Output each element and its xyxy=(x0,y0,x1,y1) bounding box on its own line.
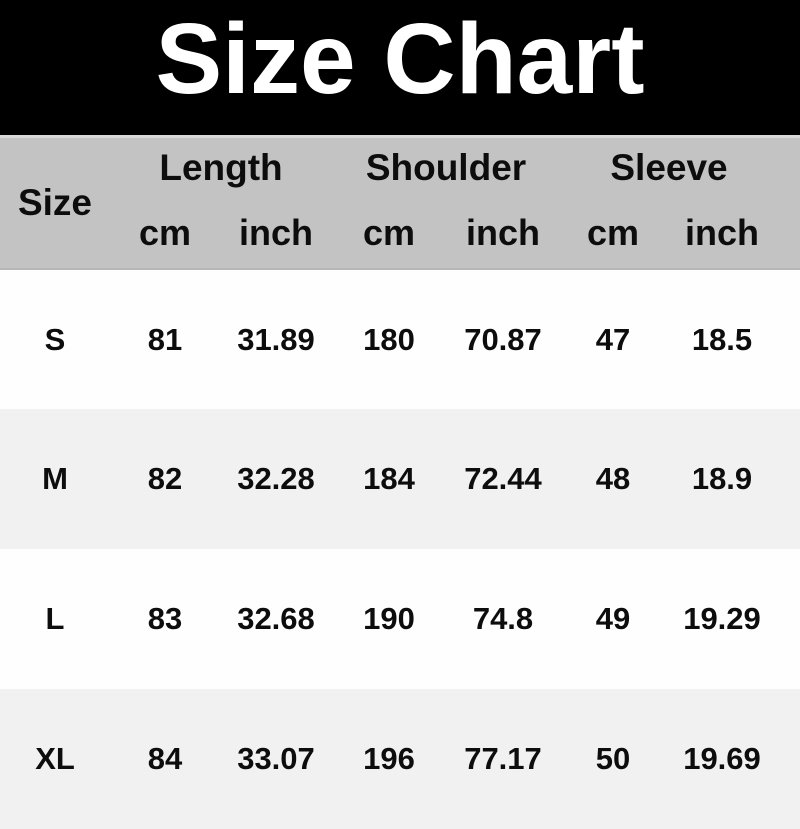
measurement-value: 48 xyxy=(595,461,631,496)
size-label: S xyxy=(44,321,66,357)
table-row: M 82 32.28 184 72.44 48 18.9 xyxy=(0,409,800,549)
size-label: L xyxy=(45,601,65,636)
measurement-value: 72.44 xyxy=(464,461,542,496)
measurement-value: 82 xyxy=(147,461,183,496)
measurement-value: 190 xyxy=(363,601,415,636)
column-header-size: Size xyxy=(0,135,110,269)
table-header: Size Length Shoulder Sleeve cm inch cm i… xyxy=(0,135,800,269)
column-header-length: Length xyxy=(110,135,332,198)
unit-header-length-cm: cm xyxy=(138,212,192,253)
size-table: Size Length Shoulder Sleeve cm inch cm i… xyxy=(0,135,800,829)
measurement-value: 70.87 xyxy=(464,321,542,357)
title-bar: Size Chart xyxy=(0,0,800,135)
unit-header-row: cm inch cm inch cm inch xyxy=(0,198,800,269)
unit-header-length-inch: inch xyxy=(238,212,313,253)
measurement-value: 77.17 xyxy=(464,741,542,776)
size-rows: S 81 31.89 180 70.87 47 18.5 M 82 32.28 184 72.44 48… xyxy=(0,269,800,829)
page-title: Size Chart xyxy=(155,2,645,115)
measurement-value: 31.89 xyxy=(237,321,315,357)
table-row: S 81 31.89 180 70.87 47 18.5 xyxy=(0,269,800,409)
unit-header-shoulder-inch: inch xyxy=(465,212,540,253)
measurement-value: 83 xyxy=(147,601,183,636)
measurement-value: 32.28 xyxy=(237,461,315,496)
measurement-value: 19.69 xyxy=(683,741,761,776)
measurement-value: 19.29 xyxy=(683,601,761,636)
column-header-sleeve: Sleeve xyxy=(560,135,800,198)
measurement-value: 33.07 xyxy=(237,741,315,776)
unit-header-sleeve-inch: inch xyxy=(684,212,759,253)
measurement-value: 18.9 xyxy=(691,461,753,496)
table-row: L 83 32.68 190 74.8 49 19.29 xyxy=(0,549,800,689)
measurement-value: 184 xyxy=(363,461,415,496)
size-label: M xyxy=(42,461,68,496)
measurement-value: 84 xyxy=(147,741,183,776)
measurement-value: 81 xyxy=(147,321,183,357)
measurement-value: 18.5 xyxy=(691,321,753,357)
measurement-value: 47 xyxy=(595,321,631,357)
size-label: XL xyxy=(35,741,75,776)
measurement-value: 180 xyxy=(363,321,415,357)
table-row: XL 84 33.07 196 77.17 50 19.69 xyxy=(0,689,800,829)
unit-header-sleeve-cm: cm xyxy=(586,212,640,253)
measurement-value: 49 xyxy=(595,601,631,636)
measurement-value: 50 xyxy=(595,741,631,776)
unit-header-shoulder-cm: cm xyxy=(362,212,416,253)
measurement-value: 196 xyxy=(363,741,415,776)
group-header-row: Size Length Shoulder Sleeve xyxy=(0,135,800,269)
column-header-shoulder: Shoulder xyxy=(332,135,560,198)
size-chart: Size Chart Size Length Shoulder Sleeve c… xyxy=(0,0,800,776)
measurement-value: 74.8 xyxy=(472,601,534,636)
measurement-value: 32.68 xyxy=(237,601,315,636)
